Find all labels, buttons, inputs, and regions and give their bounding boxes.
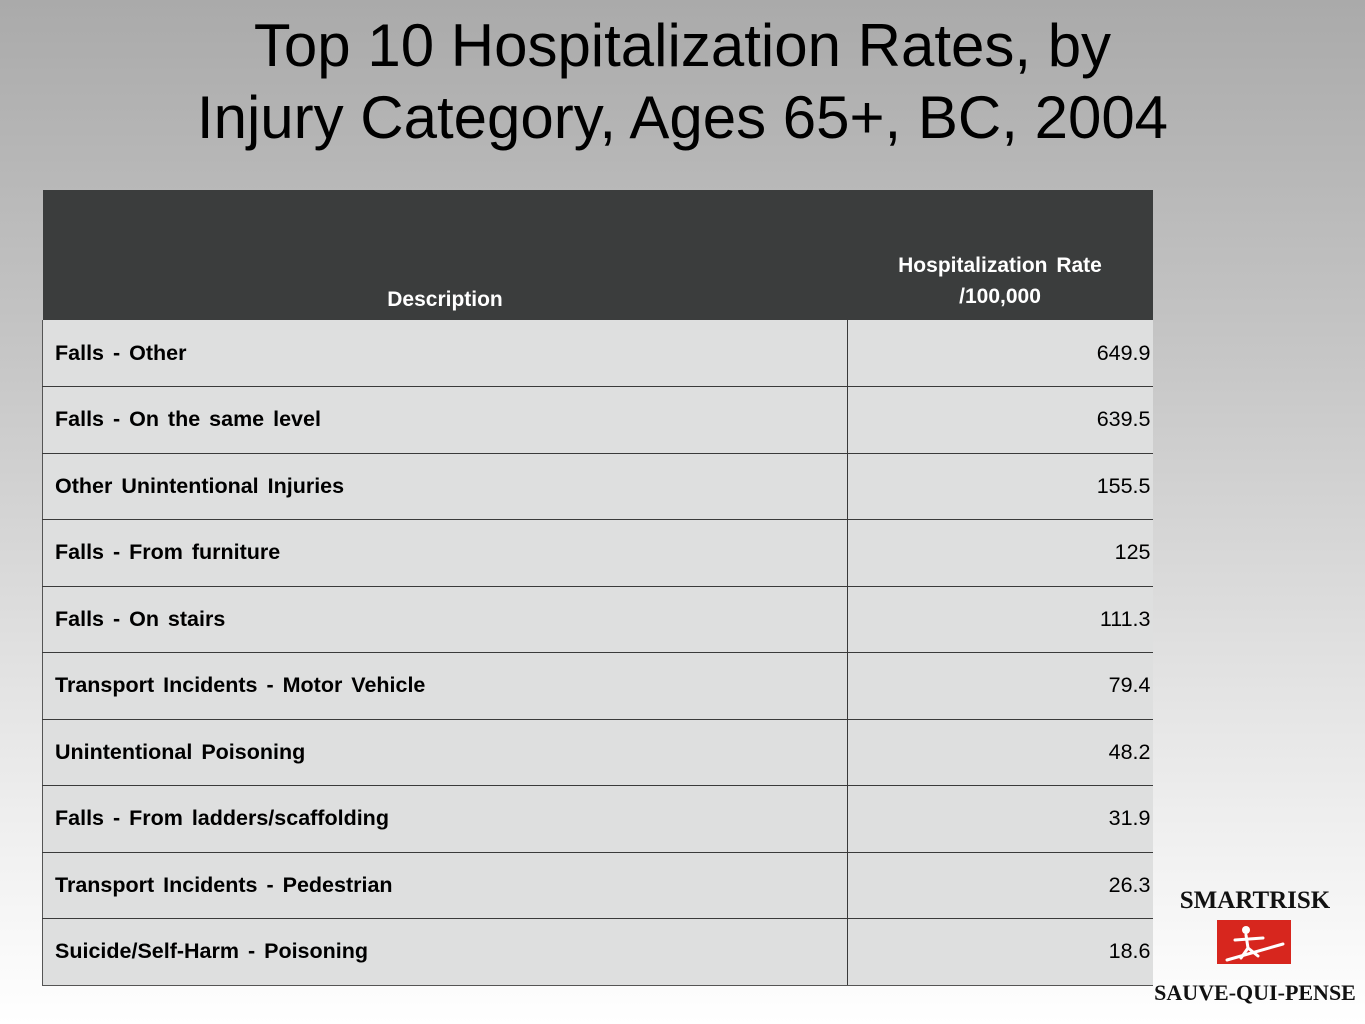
- title-line-2: Injury Category, Ages 65+, BC, 2004: [196, 84, 1169, 151]
- header-rate-line-2: /100,000: [959, 285, 1041, 308]
- slide-title: Top 10 Hospitalization Rates, by Injury …: [0, 10, 1365, 154]
- table-row: Falls - On the same level 639.5: [42, 386, 1153, 454]
- table-header-row: Description Hospitalization Rate /100,00…: [42, 190, 1153, 320]
- row-description: Transport Incidents - Pedestrian: [42, 852, 848, 919]
- row-description: Falls - From ladders/scaffolding: [42, 785, 848, 853]
- table-row: Unintentional Poisoning 48.2: [42, 719, 1153, 786]
- table-row: Falls - Other 649.9: [42, 320, 1153, 387]
- table-row: Falls - From furniture 125: [42, 519, 1153, 587]
- row-description: Falls - Other: [42, 320, 848, 387]
- row-description: Falls - From furniture: [42, 519, 848, 587]
- smartrisk-logo: SMARTRISK SAUVE-QUI-PENSE: [1154, 878, 1356, 1013]
- table-row: Falls - On stairs 111.3: [42, 586, 1153, 653]
- header-rate: Hospitalization Rate /100,000: [847, 190, 1153, 320]
- row-rate: 639.5: [847, 386, 1153, 454]
- table-row: Transport Incidents - Pedestrian 26.3: [42, 852, 1153, 919]
- header-description: Description: [42, 190, 848, 320]
- row-description: Falls - On stairs: [42, 586, 848, 653]
- row-rate: 125: [847, 519, 1153, 587]
- row-rate: 48.2: [847, 719, 1153, 786]
- row-description: Other Unintentional Injuries: [42, 453, 848, 520]
- row-rate: 18.6: [847, 918, 1153, 986]
- row-description: Unintentional Poisoning: [42, 719, 848, 786]
- row-description: Transport Incidents - Motor Vehicle: [42, 652, 848, 720]
- row-description: Falls - On the same level: [42, 386, 848, 454]
- header-rate-line-1: Hospitalization Rate: [898, 254, 1102, 277]
- row-rate: 155.5: [847, 453, 1153, 520]
- table-row: Suicide/Self-Harm - Poisoning 18.6: [42, 918, 1153, 986]
- hospitalization-table: Description Hospitalization Rate /100,00…: [42, 190, 1153, 986]
- row-description: Suicide/Self-Harm - Poisoning: [42, 918, 848, 986]
- row-rate: 79.4: [847, 652, 1153, 720]
- smartrisk-logo-graphic: SMARTRISK SAUVE-QUI-PENSE: [1154, 887, 1356, 1005]
- logo-bottom-text: SAUVE-QUI-PENSE: [1155, 980, 1355, 1005]
- row-rate: 31.9: [847, 785, 1153, 853]
- table-row: Transport Incidents - Motor Vehicle 79.4: [42, 652, 1153, 720]
- row-rate: 111.3: [847, 586, 1153, 653]
- logo-red-square: [1217, 920, 1291, 964]
- row-rate: 26.3: [847, 852, 1153, 919]
- table-row: Falls - From ladders/scaffolding 31.9: [42, 785, 1153, 853]
- table-row: Other Unintentional Injuries 155.5: [42, 453, 1153, 520]
- logo-figure-icon: [1225, 926, 1285, 962]
- row-rate: 649.9: [847, 320, 1153, 387]
- title-line-1: Top 10 Hospitalization Rates, by: [253, 12, 1112, 79]
- logo-top-text: SMARTRISK: [1180, 887, 1331, 914]
